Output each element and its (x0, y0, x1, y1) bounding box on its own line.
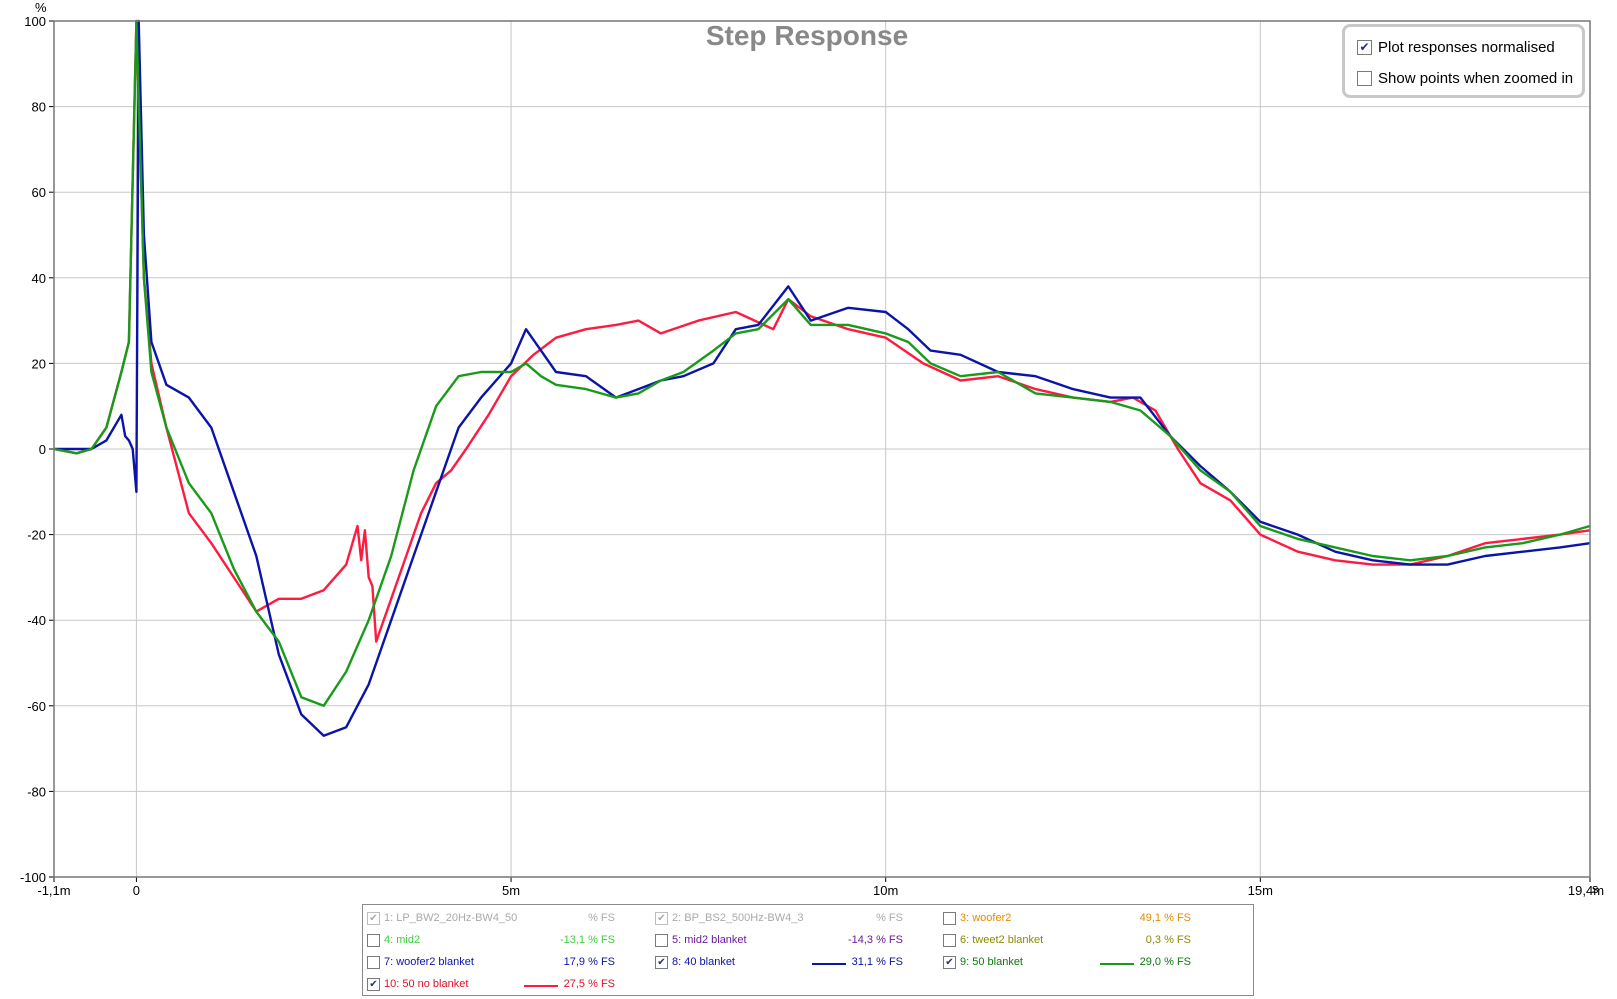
legend-item[interactable]: 4: mid2 -13,1 % FS (367, 931, 615, 951)
y-tick-label: 60 (32, 185, 46, 200)
legend-value: 49,1 % FS (1139, 912, 1191, 924)
y-axis-unit: % (35, 0, 47, 15)
legend-value: 0,3 % FS (1145, 934, 1191, 946)
legend-checkbox[interactable] (655, 956, 668, 969)
chart-title: Step Response (706, 20, 908, 51)
legend-label: 6: tweet2 blanket (960, 934, 1044, 946)
legend-value: -14,3 % FS (847, 934, 903, 946)
legend-item[interactable]: 10: 50 no blanket 27,5 % FS (367, 975, 615, 995)
legend-item[interactable]: 6: tweet2 blanket 0,3 % FS (943, 931, 1191, 951)
y-tick-label: 0 (39, 442, 46, 457)
legend-label: 3: woofer2 (960, 912, 1012, 924)
show-points-checkbox[interactable] (1357, 70, 1372, 86)
legend-label: 1: LP_BW2_20Hz-BW4_50 (384, 912, 518, 924)
legend-checkbox[interactable] (367, 934, 380, 947)
legend-value: 29,0 % FS (1139, 956, 1191, 968)
normalised-option[interactable]: Plot responses normalised (1357, 37, 1555, 57)
axes: 100 80 60 40 20 0 -20 -40 -60 -80 -100-1,1m 0 5m 10m 1… (20, 14, 1604, 898)
normalised-checkbox[interactable] (1357, 39, 1372, 55)
legend-line-swatch (812, 963, 846, 965)
y-tick-label: -80 (27, 784, 46, 799)
x-tick-label: -1,1m (37, 883, 70, 898)
legend-label: 5: mid2 blanket (672, 934, 747, 946)
show-points-label: Show points when zoomed in (1378, 69, 1574, 87)
x-tick-label: 15m (1248, 883, 1273, 898)
legend-label: 10: 50 no blanket (384, 978, 469, 990)
legend-item[interactable]: 2: BP_BS2_500Hz-BW4_3 % FS (655, 909, 903, 929)
legend-line-swatch (524, 985, 558, 987)
legend-label: 4: mid2 (384, 934, 421, 946)
show-points-option[interactable]: Show points when zoomed in (1357, 68, 1573, 88)
series-blanket-40-line (54, 19, 1591, 737)
legend-item[interactable]: 8: 40 blanket 31,1 % FS (655, 953, 903, 973)
y-tick-label: -40 (27, 613, 46, 628)
plot-frame (53, 20, 1591, 878)
legend-item[interactable]: 9: 50 blanket 29,0 % FS (943, 953, 1191, 973)
x-tick-label: 10m (873, 883, 898, 898)
plot-options-panel: Plot responses normalised Show points wh… (1342, 24, 1585, 98)
y-tick-label: 20 (32, 356, 46, 371)
legend-value: -13,1 % FS (559, 934, 615, 946)
legend-checkbox[interactable] (655, 912, 668, 925)
series-layer (53, 19, 1591, 737)
legend-checkbox[interactable] (367, 912, 380, 925)
x-tick-label: 19,4m (1568, 883, 1604, 898)
legend-checkbox[interactable] (943, 956, 956, 969)
series-no-blanket-line (53, 19, 1591, 643)
legend-value: % FS (876, 912, 903, 924)
measurement-legend: 1: LP_BW2_20Hz-BW4_50% FS2: BP_BS2_500Hz… (362, 904, 1254, 996)
legend-checkbox[interactable] (943, 912, 956, 925)
y-tick-label: -60 (27, 699, 46, 714)
y-tick-label: -20 (27, 528, 46, 543)
legend-checkbox[interactable] (367, 956, 380, 969)
legend-checkbox[interactable] (943, 934, 956, 947)
legend-value: 31,1 % FS (851, 956, 903, 968)
legend-item[interactable]: 3: woofer2 49,1 % FS (943, 909, 1191, 929)
legend-value: 17,9 % FS (563, 956, 615, 968)
series-blanket-50-line (53, 19, 1591, 707)
y-tick-label: 100 (24, 14, 46, 29)
grid (54, 20, 1590, 878)
legend-checkbox[interactable] (367, 978, 380, 991)
legend-line-swatch (1100, 963, 1134, 965)
legend-label: 9: 50 blanket (960, 956, 1023, 968)
x-tick-label: 5m (502, 883, 520, 898)
legend-item[interactable]: 5: mid2 blanket -14,3 % FS (655, 931, 903, 951)
y-tick-label: 40 (32, 271, 46, 286)
legend-checkbox[interactable] (655, 934, 668, 947)
legend-label: 2: BP_BS2_500Hz-BW4_3 (672, 912, 804, 924)
legend-label: 7: woofer2 blanket (384, 956, 474, 968)
legend-value: 27,5 % FS (563, 978, 615, 990)
y-tick-label: -100 (20, 870, 46, 885)
x-tick-label: 0 (133, 883, 140, 898)
legend-label: 8: 40 blanket (672, 956, 735, 968)
legend-value: % FS (588, 912, 615, 924)
legend-item[interactable]: 1: LP_BW2_20Hz-BW4_50 % FS (367, 909, 615, 929)
normalised-label: Plot responses normalised (1378, 38, 1555, 56)
x-axis-unit: s (1592, 881, 1599, 896)
legend-item[interactable]: 7: woofer2 blanket 17,9 % FS (367, 953, 615, 973)
y-tick-label: 80 (32, 100, 46, 115)
